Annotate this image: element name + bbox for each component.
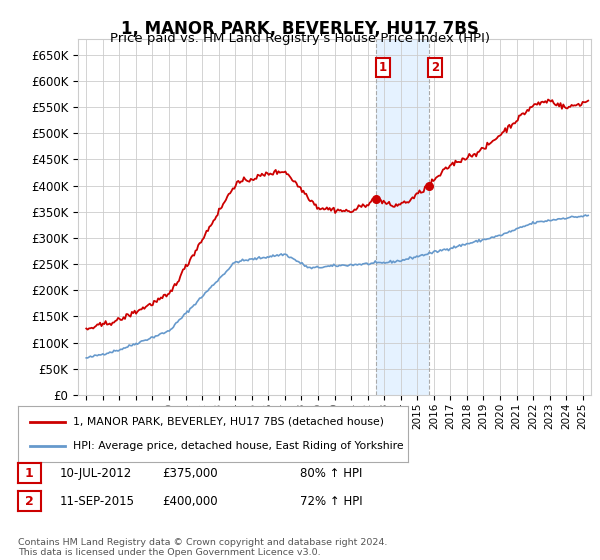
Text: 1, MANOR PARK, BEVERLEY, HU17 7BS (detached house): 1, MANOR PARK, BEVERLEY, HU17 7BS (detac… — [73, 417, 383, 427]
Text: 2: 2 — [25, 494, 34, 508]
Text: 80% ↑ HPI: 80% ↑ HPI — [300, 466, 362, 480]
Text: Price paid vs. HM Land Registry's House Price Index (HPI): Price paid vs. HM Land Registry's House … — [110, 32, 490, 45]
Text: £400,000: £400,000 — [162, 494, 218, 508]
Text: 1, MANOR PARK, BEVERLEY, HU17 7BS: 1, MANOR PARK, BEVERLEY, HU17 7BS — [121, 20, 479, 38]
Text: 11-SEP-2015: 11-SEP-2015 — [60, 494, 135, 508]
Text: Contains HM Land Registry data © Crown copyright and database right 2024.
This d: Contains HM Land Registry data © Crown c… — [18, 538, 388, 557]
Text: HPI: Average price, detached house, East Riding of Yorkshire: HPI: Average price, detached house, East… — [73, 441, 403, 451]
Text: 1: 1 — [25, 466, 34, 480]
Bar — [376, 39, 429, 395]
Text: 1: 1 — [379, 60, 387, 73]
Text: 10-JUL-2012: 10-JUL-2012 — [60, 466, 132, 480]
Text: 2: 2 — [431, 60, 439, 73]
Text: £375,000: £375,000 — [162, 466, 218, 480]
Text: 72% ↑ HPI: 72% ↑ HPI — [300, 494, 362, 508]
